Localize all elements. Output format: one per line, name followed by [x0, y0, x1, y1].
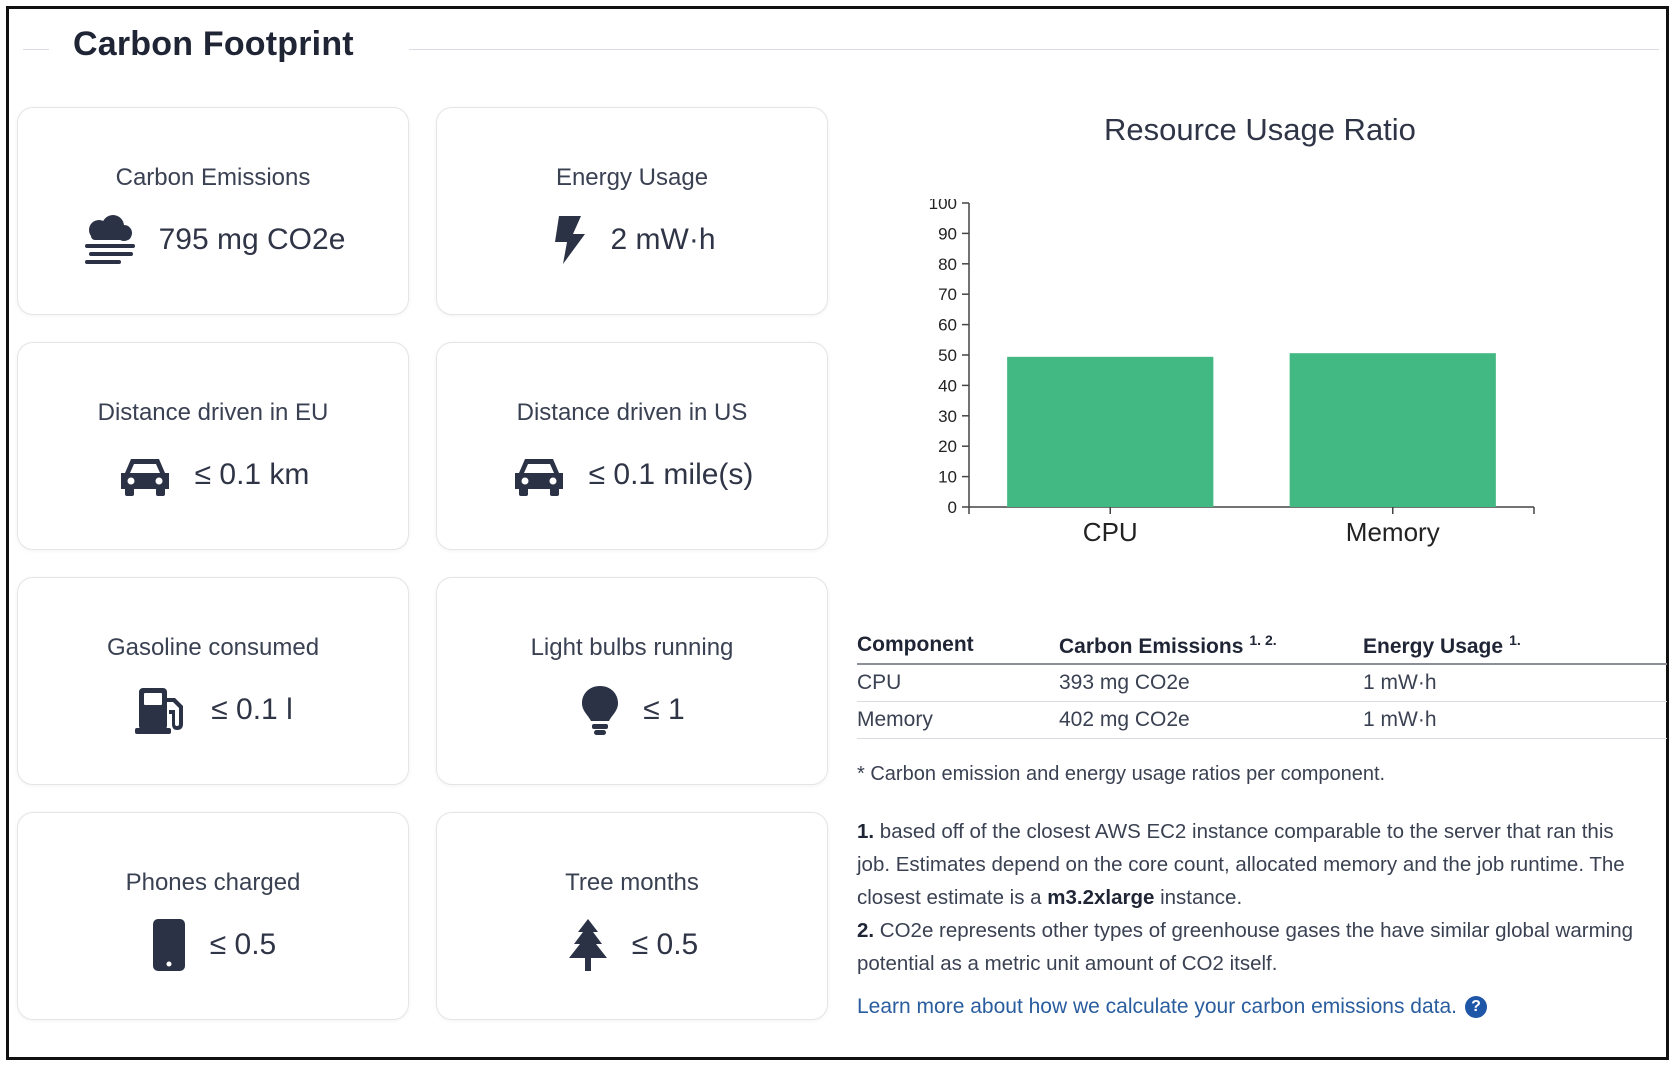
- card-label: Gasoline consumed: [106, 634, 320, 661]
- card-value: ≤ 0.1 km: [194, 458, 310, 491]
- y-tick-label: 90: [938, 224, 957, 243]
- resource-usage-chart: 0 10 20 30 40 50 60 70 80 90 100 CPU Memory: [929, 199, 1535, 547]
- ratio-note: * Carbon emission and energy usage ratio…: [857, 763, 1386, 785]
- cell-energy: 1 mW·h: [1363, 671, 1437, 694]
- y-tick-label: 40: [938, 376, 957, 395]
- bar-cpu: [1007, 356, 1214, 507]
- legend-rule-right: [409, 49, 1659, 50]
- card-label: Distance driven in US: [516, 399, 748, 426]
- footnotes: 1. based off of the closest AWS EC2 inst…: [857, 815, 1647, 980]
- card-tree-months: Tree months ≤ 0.5: [436, 812, 828, 1020]
- cell-emissions: 393 mg CO2e: [1059, 671, 1190, 694]
- card-label: Tree months: [565, 869, 699, 896]
- lightbulb-icon: [579, 684, 621, 736]
- page-title: Carbon Footprint: [73, 25, 354, 63]
- table-header-row: Component Carbon Emissions 1. 2. Energy U…: [857, 627, 1667, 665]
- smog-icon: [81, 214, 137, 266]
- card-value: ≤ 0.5: [631, 928, 699, 961]
- card-phones-charged: Phones charged ≤ 0.5: [17, 812, 409, 1020]
- footnote-1: 1. based off of the closest AWS EC2 inst…: [857, 820, 1625, 909]
- card-value: 2 mW·h: [610, 223, 716, 256]
- component-table: Component Carbon Emissions 1. 2. Energy U…: [857, 627, 1667, 739]
- card-gasoline: Gasoline consumed ≤ 0.1 l: [17, 577, 409, 785]
- cell-emissions: 402 mg CO2e: [1059, 708, 1190, 731]
- gas-pump-icon: [133, 684, 189, 736]
- card-distance-us: Distance driven in US ≤ 0.1 mile(s): [436, 342, 828, 550]
- card-value: 795 mg CO2e: [158, 223, 346, 256]
- card-label: Energy Usage: [555, 164, 709, 191]
- mobile-phone-icon: [150, 919, 188, 971]
- bolt-icon: [549, 214, 589, 266]
- x-tick-label: Memory: [1346, 517, 1440, 547]
- footnote-2: 2. CO2e represents other types of greenh…: [857, 919, 1634, 975]
- y-tick-label: 100: [929, 199, 957, 213]
- card-value: ≤ 0.5: [209, 928, 277, 961]
- card-label: Phones charged: [125, 869, 301, 896]
- card-label: Light bulbs running: [530, 634, 734, 661]
- card-value: ≤ 0.1 mile(s): [588, 458, 754, 491]
- y-tick-label: 10: [938, 468, 957, 487]
- y-tick-label: 80: [938, 255, 957, 274]
- learn-more-text[interactable]: Learn more about how we calculate your c…: [857, 995, 1457, 1018]
- cell-component: Memory: [857, 708, 933, 731]
- tree-icon: [566, 919, 610, 971]
- cell-component: CPU: [857, 671, 902, 694]
- footnote-ref: 1. 2.: [1249, 631, 1277, 648]
- chart-title: Resource Usage Ratio: [1104, 112, 1416, 147]
- header-carbon-emissions: Carbon Emissions 1. 2.: [1059, 631, 1277, 658]
- card-energy-usage: Energy Usage 2 mW·h: [436, 107, 828, 315]
- table-row: Memory 402 mg CO2e 1 mW·h: [857, 702, 1667, 739]
- y-tick-label: 70: [938, 285, 957, 304]
- car-icon: [511, 449, 567, 501]
- y-tick-label: 50: [938, 346, 957, 365]
- legend-rule-left: [23, 49, 49, 50]
- instance-name: m3.2xlarge: [1047, 886, 1155, 909]
- cell-energy: 1 mW·h: [1363, 708, 1437, 731]
- y-tick-label: 20: [938, 437, 957, 456]
- header-component: Component: [857, 633, 974, 656]
- footnote-ref: 1.: [1509, 631, 1521, 648]
- card-label: Distance driven in EU: [97, 399, 329, 426]
- y-tick-label: 30: [938, 407, 957, 426]
- card-carbon-emissions: Carbon Emissions 795 mg CO2e: [17, 107, 409, 315]
- y-tick-label: 60: [938, 316, 957, 335]
- card-value: ≤ 0.1 l: [211, 693, 293, 726]
- bar-memory: [1289, 353, 1496, 507]
- header-energy-usage: Energy Usage 1.: [1363, 631, 1521, 658]
- learn-more-link[interactable]: Learn more about how we calculate your c…: [857, 995, 1487, 1019]
- car-icon: [117, 449, 173, 501]
- card-value: ≤ 1: [643, 693, 685, 726]
- card-label: Carbon Emissions: [115, 164, 311, 191]
- card-light-bulbs: Light bulbs running ≤ 1: [436, 577, 828, 785]
- carbon-footprint-panel: Carbon Footprint Carbon Emissions 795 mg…: [6, 6, 1669, 1060]
- x-tick-label: CPU: [1083, 517, 1138, 547]
- question-circle-icon[interactable]: ?: [1465, 996, 1487, 1018]
- card-distance-eu: Distance driven in EU ≤ 0.1 km: [17, 342, 409, 550]
- y-tick-label: 0: [948, 498, 957, 517]
- table-row: CPU 393 mg CO2e 1 mW·h: [857, 665, 1667, 702]
